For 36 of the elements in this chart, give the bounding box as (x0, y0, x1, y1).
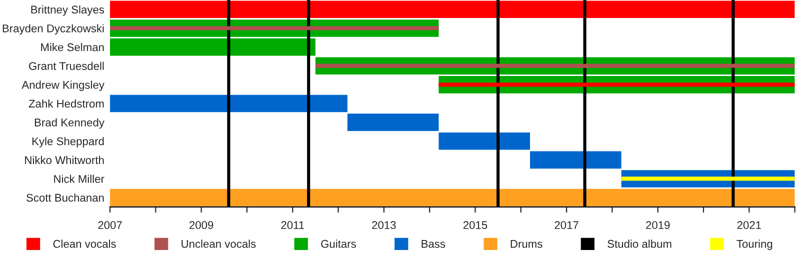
legend-label: Studio album (608, 240, 672, 248)
legend-label: Guitars (321, 240, 356, 248)
x-tick-label: 2017 (554, 221, 578, 230)
y-tick-label: Brittney Slayes (31, 5, 104, 16)
y-tick-label: Nick Miller (54, 174, 104, 183)
bar (621, 176, 795, 181)
bar (110, 188, 795, 206)
x-tick-label: 2009 (190, 221, 214, 230)
y-tick-label: Brad Kennedy (34, 118, 104, 129)
x-tick-label: 2015 (463, 221, 488, 230)
x-tick-label: 2019 (646, 221, 670, 230)
y-tick-label: Zahk Hedstrom (28, 99, 104, 108)
legend-label: Drums (510, 240, 542, 248)
y-tick-label: Brayden Dyczkowski (2, 24, 104, 35)
x-tick-label: 2011 (281, 221, 304, 230)
x-tick-label: 2013 (372, 221, 396, 230)
y-tick-label: Nikko Whitworth (25, 156, 104, 164)
bar (110, 0, 795, 18)
legend-label: Bass (422, 240, 446, 248)
y-tick-label: Andrew Kingsley (22, 80, 104, 91)
y-tick-label: Kyle Sheppard (32, 137, 104, 148)
bar (438, 82, 795, 87)
x-tick-label: 2021 (737, 221, 761, 230)
bar (110, 26, 439, 30)
bar (110, 94, 348, 112)
bar (530, 151, 622, 169)
bar (438, 132, 530, 150)
y-tick-label: Grant Truesdell (29, 62, 104, 70)
legend-label: Touring (736, 240, 772, 250)
x-tick-label: 2007 (98, 221, 122, 230)
legend-label: Clean vocals (53, 240, 116, 248)
bar (347, 114, 439, 131)
y-tick-label: Scott Buchanan (26, 194, 104, 202)
bar (315, 64, 795, 68)
legend-label: Unclean vocals (182, 240, 256, 248)
y-tick-label: Mike Selman (41, 43, 104, 52)
